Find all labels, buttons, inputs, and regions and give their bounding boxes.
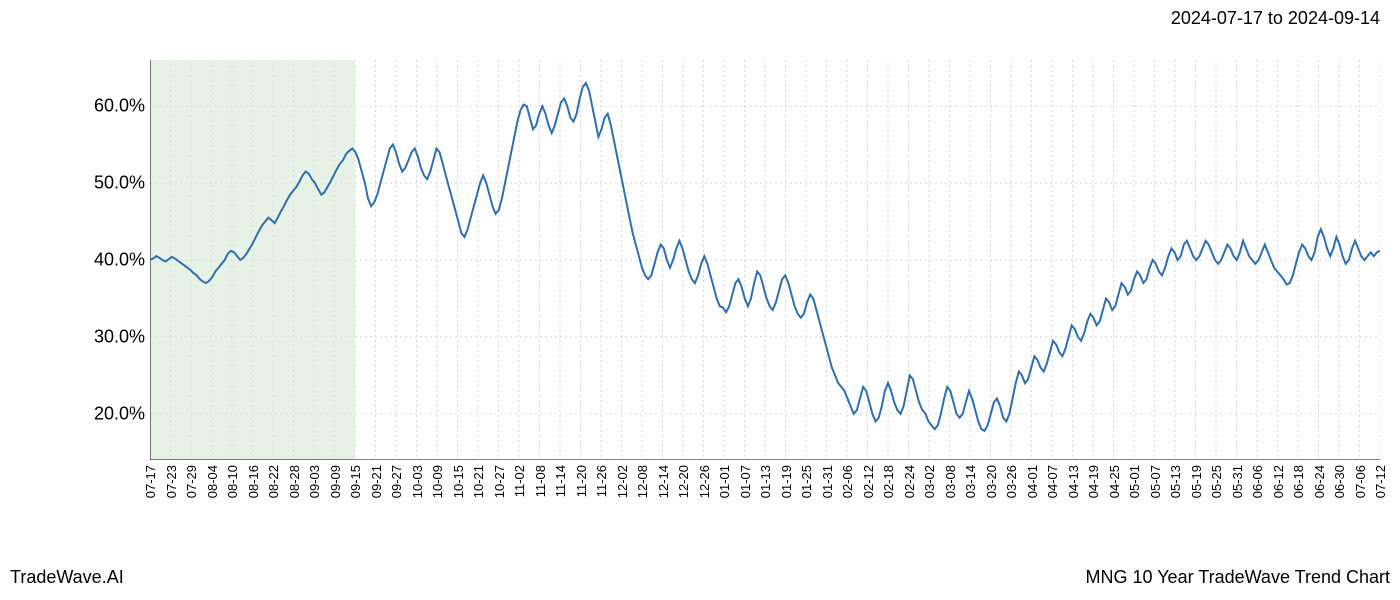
footer-brand: TradeWave.AI [10, 567, 124, 588]
y-tick-label: 60.0% [94, 96, 145, 117]
x-tick-label: 05-25 [1209, 465, 1224, 498]
x-tick-label: 10-09 [430, 465, 445, 498]
x-tick-label: 05-31 [1230, 465, 1245, 498]
x-tick-label: 08-16 [246, 465, 261, 498]
x-tick-label: 02-06 [840, 465, 855, 498]
x-tick-label: 11-26 [594, 465, 609, 497]
x-tick-label: 02-24 [902, 465, 917, 498]
x-tick-label: 09-21 [369, 465, 384, 498]
x-tick-label: 04-01 [1025, 465, 1040, 498]
x-tick-label: 01-01 [717, 465, 732, 498]
x-tick-label: 11-14 [553, 465, 568, 497]
x-tick-label: 09-27 [389, 465, 404, 498]
x-tick-label: 06-24 [1312, 465, 1327, 498]
x-tick-label: 05-07 [1148, 465, 1163, 498]
x-tick-label: 08-28 [287, 465, 302, 498]
x-tick-label: 10-03 [410, 465, 425, 498]
x-tick-label: 06-12 [1271, 465, 1286, 498]
highlight-region [150, 60, 355, 460]
x-tick-label: 12-26 [697, 465, 712, 498]
x-tick-label: 06-18 [1291, 465, 1306, 498]
x-tick-label: 04-13 [1066, 465, 1081, 498]
x-tick-label: 01-31 [820, 465, 835, 498]
x-tick-label: 08-22 [266, 465, 281, 498]
trend-chart [150, 60, 1380, 460]
x-tick-label: 07-06 [1353, 465, 1368, 498]
x-tick-label: 09-09 [328, 465, 343, 498]
x-tick-label: 12-14 [656, 465, 671, 498]
x-tick-label: 02-18 [881, 465, 896, 498]
x-tick-label: 06-06 [1250, 465, 1265, 498]
x-tick-label: 10-15 [451, 465, 466, 498]
x-tick-label: 07-29 [184, 465, 199, 498]
x-tick-label: 02-12 [861, 465, 876, 498]
x-tick-label: 01-25 [799, 465, 814, 498]
chart-container: 2024-07-17 to 2024-09-14 20.0% 30.0% 40.0%… [0, 0, 1400, 600]
y-tick-label: 50.0% [94, 173, 145, 194]
x-tick-label: 11-20 [574, 465, 589, 497]
x-tick-label: 03-02 [922, 465, 937, 498]
x-tick-label: 04-19 [1086, 465, 1101, 498]
x-tick-label: 01-19 [779, 465, 794, 498]
x-tick-label: 07-23 [164, 465, 179, 498]
x-tick-label: 01-13 [758, 465, 773, 498]
x-tick-label: 05-19 [1189, 465, 1204, 498]
x-tick-label: 01-07 [738, 465, 753, 498]
x-tick-label: 10-27 [492, 465, 507, 498]
x-tick-label: 04-25 [1107, 465, 1122, 498]
x-tick-label: 08-10 [225, 465, 240, 498]
footer-title: MNG 10 Year TradeWave Trend Chart [1086, 567, 1390, 588]
x-tick-label: 12-20 [676, 465, 691, 498]
y-tick-label: 20.0% [94, 403, 145, 424]
x-tick-label: 04-07 [1045, 465, 1060, 498]
x-tick-label: 07-17 [143, 465, 158, 498]
x-tick-label: 09-15 [348, 465, 363, 498]
x-tick-label: 07-12 [1373, 465, 1388, 498]
x-tick-label: 11-08 [533, 465, 548, 497]
x-tick-label: 09-03 [307, 465, 322, 498]
x-tick-label: 11-02 [512, 465, 527, 497]
x-tick-label: 03-14 [963, 465, 978, 498]
x-tick-label: 12-08 [635, 465, 650, 498]
x-tick-label: 12-02 [615, 465, 630, 498]
y-tick-label: 30.0% [94, 326, 145, 347]
x-tick-label: 06-30 [1332, 465, 1347, 498]
x-tick-label: 10-21 [471, 465, 486, 498]
x-tick-label: 08-04 [205, 465, 220, 498]
date-range-label: 2024-07-17 to 2024-09-14 [1171, 8, 1380, 29]
x-tick-label: 03-08 [943, 465, 958, 498]
y-tick-label: 40.0% [94, 250, 145, 271]
x-tick-label: 05-01 [1127, 465, 1142, 498]
x-tick-label: 03-20 [984, 465, 999, 498]
x-tick-label: 03-26 [1004, 465, 1019, 498]
x-tick-label: 05-13 [1168, 465, 1183, 498]
